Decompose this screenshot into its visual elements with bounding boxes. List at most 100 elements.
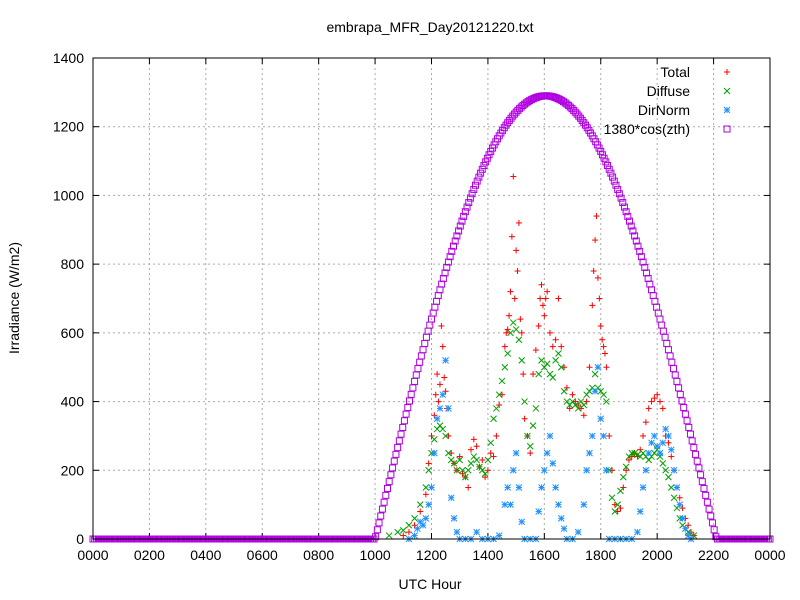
x-tick-label: 1800 (585, 547, 616, 563)
cos-zth-point (610, 177, 618, 185)
dirnorm-point (422, 515, 430, 522)
cos-zth-point (705, 505, 713, 513)
total-point (504, 326, 511, 333)
cos-zth-point (482, 158, 490, 166)
dirnorm-point (436, 405, 444, 412)
cos-zth-point (402, 410, 410, 418)
cos-zth-point (383, 484, 391, 492)
dirnorm-point (546, 432, 554, 440)
diffuse-point (461, 473, 469, 481)
cos-zth-point (710, 526, 718, 534)
cos-zth-point (478, 165, 486, 173)
diffuse-point (622, 463, 630, 471)
total-point (518, 329, 525, 336)
dirnorm-point (586, 449, 593, 457)
dirnorm-point (543, 449, 551, 457)
diffuse-point (512, 326, 520, 333)
total-point (552, 336, 559, 343)
cos-zth-point (629, 227, 637, 235)
cos-zth-point (626, 217, 634, 225)
total-point (465, 484, 472, 491)
diffuse-point (507, 329, 514, 337)
diffuse-point (515, 336, 523, 344)
total-point (546, 329, 553, 336)
diffuse-point (591, 370, 599, 378)
cos-zth-point (622, 208, 630, 216)
diffuse-point (518, 356, 526, 364)
diffuse-point (603, 398, 610, 405)
cos-zth-point (609, 173, 617, 181)
x-tick-label: 0400 (190, 547, 221, 563)
cos-zth-point (675, 384, 683, 392)
total-point (594, 274, 601, 281)
cos-zth-point (390, 457, 398, 465)
dirnorm-point (676, 501, 684, 508)
diffuse-point (430, 436, 438, 443)
total-point (625, 456, 632, 463)
diffuse-point (467, 460, 475, 467)
dirnorm-point (636, 508, 644, 515)
dirnorm-point (684, 532, 692, 539)
dirnorm-point (574, 528, 582, 536)
dirnorm-point (515, 484, 523, 491)
cos-zth-point (397, 430, 405, 438)
y-tick-label: 1400 (53, 50, 84, 66)
total-point (532, 347, 539, 354)
total-point (623, 467, 630, 474)
diffuse-point (574, 405, 582, 412)
dirnorm-point (665, 432, 672, 440)
cos-zth-point (380, 498, 388, 506)
total-point (501, 343, 508, 350)
y-tick-label: 0 (76, 531, 84, 547)
legend-label: DirNorm (638, 102, 690, 118)
x-tick-label: 0600 (247, 547, 278, 563)
total-point (425, 460, 432, 467)
diffuse-point (394, 528, 402, 536)
total-point (603, 364, 610, 371)
cos-zth-point (407, 390, 415, 398)
cos-zth-point (697, 471, 705, 479)
cos-zth-point (692, 450, 700, 458)
diffuse-point (628, 449, 636, 457)
total-point (487, 450, 494, 457)
diffuse-point (498, 377, 506, 385)
total-point (514, 268, 521, 275)
diffuse-point (662, 466, 669, 474)
total-point (542, 295, 549, 302)
diffuse-point (532, 405, 540, 412)
total-point (544, 288, 551, 295)
cos-zth-point (680, 404, 688, 412)
cos-zth-point (637, 253, 645, 261)
diffuse-point (543, 360, 551, 368)
cos-zth-point (466, 194, 474, 202)
cos-zth-point (695, 464, 703, 472)
dirnorm-point (411, 532, 418, 539)
total-point (503, 329, 510, 336)
cos-zth-point (620, 203, 628, 211)
total-point (659, 405, 666, 412)
total-point (640, 432, 647, 439)
total-point (648, 398, 655, 405)
dirnorm-point (670, 466, 678, 474)
diffuse-point (617, 487, 624, 495)
dirnorm-point (645, 449, 653, 457)
dirnorm-point (414, 525, 421, 533)
cos-zth-point (708, 519, 716, 527)
dirnorm-point (659, 439, 667, 447)
total-point (520, 371, 527, 378)
cos-zth-point (604, 162, 612, 170)
dirnorm-point (442, 356, 449, 364)
cos-zth-point (473, 177, 481, 185)
cos-zth-point (443, 263, 451, 271)
diffuse-point (619, 473, 627, 481)
total-point (535, 322, 542, 329)
dirnorm-point (453, 528, 461, 536)
total-point (642, 419, 649, 426)
total-point (628, 453, 635, 460)
x-tick-label: 1600 (529, 547, 560, 563)
x-axis-label: UTC Hour (398, 576, 461, 592)
dirnorm-point (653, 442, 661, 450)
total-point (441, 374, 448, 381)
dirnorm-point (447, 494, 455, 502)
